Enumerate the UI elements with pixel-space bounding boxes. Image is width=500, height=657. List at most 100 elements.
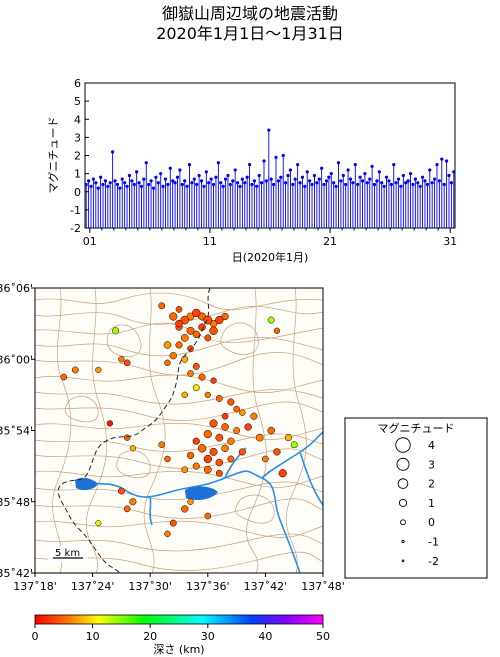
magnitude-point [310, 182, 314, 187]
epicenter [204, 334, 212, 342]
epicenter [187, 345, 194, 352]
epicenter [60, 373, 68, 381]
magnitude-y-tick-label: 5 [74, 95, 81, 108]
epicenter [164, 455, 171, 463]
colorbar-label: 深さ (km) [153, 643, 204, 656]
legend-title: マグニチュード [378, 421, 455, 435]
magnitude-point [320, 166, 324, 170]
magnitude-point [356, 182, 360, 187]
epicenter [164, 359, 171, 367]
magnitude-point [211, 182, 216, 187]
magnitude-stems [84, 128, 456, 228]
magnitude-point [106, 184, 110, 188]
epicenter [221, 423, 229, 431]
magnitude-point [341, 173, 345, 178]
magnitude-point [387, 179, 391, 183]
magnitude-point [127, 173, 132, 178]
magnitude-point [187, 162, 192, 167]
legend-symbol [401, 539, 405, 544]
magnitude-x-label: 日(2020年1月) [232, 250, 309, 264]
magnitude-point [332, 181, 336, 185]
magnitude-point [442, 182, 446, 187]
depth-colorbar: 0 10 20 30 40 50 深さ (km) [32, 614, 330, 656]
magnitude-point [360, 179, 365, 183]
colorbar-tick-label: 40 [258, 630, 272, 643]
magnitude-point [353, 162, 357, 167]
epicenter [187, 498, 194, 505]
map-y-tick-label: 35˚42' [0, 567, 33, 580]
map-x-tick-label: 137˚30' [128, 580, 172, 593]
magnitude-point [346, 168, 350, 172]
magnitude-point [396, 177, 401, 181]
epicenter [180, 315, 190, 325]
epicenter [227, 398, 235, 406]
epicenter [129, 445, 137, 452]
legend-label: 0 [428, 516, 435, 529]
magnitude-point [252, 179, 256, 183]
map-x-ticks: 137˚18' 137˚24' 137˚30' 137˚36' 137˚42' 137˚4… [13, 580, 345, 593]
epicenter [198, 373, 206, 381]
magnitude-point [245, 175, 249, 179]
epicenter [192, 308, 201, 318]
colorbar-gradient [34, 614, 324, 625]
epicenter [192, 437, 200, 445]
magnitude-point [389, 182, 393, 187]
magnitude-point [180, 182, 184, 187]
epicenter [221, 412, 229, 420]
chart-title-line1: 御嶽山周辺域の地震活動 [161, 4, 338, 23]
map-x-tick-label: 137˚42' [244, 580, 288, 593]
magnitude-point [132, 182, 136, 187]
epicenter [192, 362, 200, 370]
magnitude-point [375, 179, 379, 183]
magnitude-point [113, 179, 117, 183]
epicenter [250, 412, 258, 420]
epicenter [209, 447, 218, 456]
epicenter [95, 520, 102, 527]
magnitude-point [195, 182, 199, 187]
magnitude-point [183, 179, 187, 183]
magnitude-point [288, 168, 293, 172]
magnitude-x-tick-label: 11 [203, 235, 217, 248]
magnitude-point [363, 172, 367, 176]
epicenter [192, 330, 200, 338]
magnitude-point [147, 182, 151, 187]
magnitude-point [99, 175, 103, 179]
magnitude-point [154, 175, 158, 179]
magnitude-point [125, 184, 129, 188]
magnitude-point [291, 182, 295, 187]
epicenter [186, 451, 195, 460]
legend-symbol [397, 478, 409, 489]
magnitude-point [449, 181, 453, 185]
magnitude-point [368, 177, 372, 181]
magnitude-point [324, 179, 329, 183]
epicenter [267, 426, 275, 435]
magnitude-y-tick-label: 4 [74, 113, 81, 126]
magnitude-point [276, 179, 281, 183]
epicenter [175, 341, 183, 349]
epicenter [203, 465, 212, 474]
magnitude-point [262, 159, 266, 163]
magnitude-point [413, 177, 417, 181]
epicenter [192, 384, 200, 392]
magnitude-point [166, 182, 170, 187]
magnitude-point [202, 184, 206, 188]
epicenter [215, 433, 224, 442]
magnitude-point [221, 184, 225, 188]
epicenter [233, 427, 241, 434]
epicenter [238, 448, 246, 456]
magnitude-point [96, 186, 100, 190]
magnitude-legend: マグニチュード 4 3 2 1 0 -1 -2 [344, 417, 488, 579]
epicenter [244, 423, 252, 431]
epicenter [158, 302, 166, 310]
magnitude-point [250, 182, 254, 187]
epicenter [181, 355, 189, 363]
epicenter [95, 366, 102, 374]
legend-box [344, 417, 488, 579]
map-x-tick-label: 137˚24' [71, 580, 115, 593]
legend-symbol [395, 437, 411, 453]
map-y-tick-label: 35˚54' [0, 425, 33, 438]
magnitude-point [223, 177, 228, 181]
magnitude-point [175, 175, 180, 179]
epicenter [123, 505, 131, 513]
epicenter [221, 444, 229, 453]
